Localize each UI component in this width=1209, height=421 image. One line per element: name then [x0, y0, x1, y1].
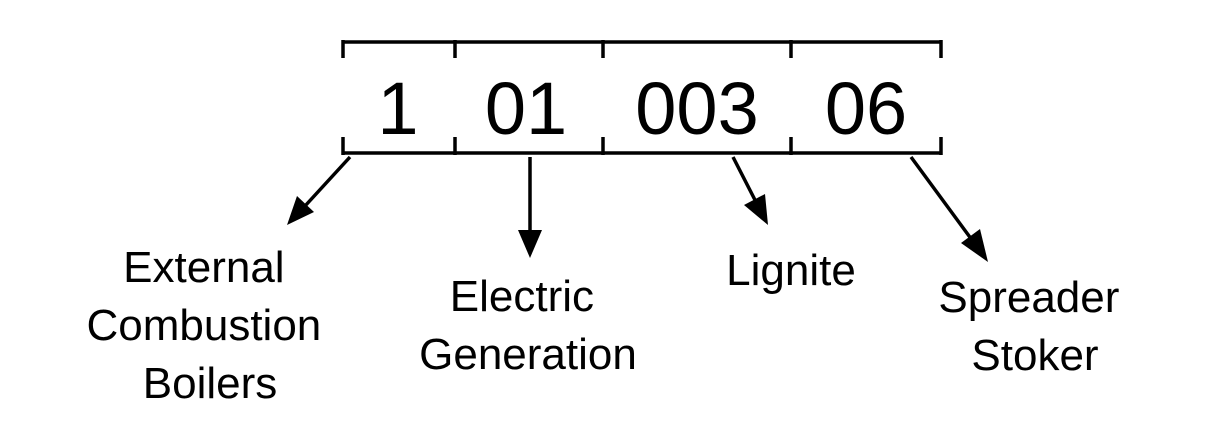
- arrow-segment-1: [303, 155, 352, 208]
- label-segment-4-line-2: Stoker: [971, 331, 1098, 380]
- arrowhead-segment-4: [961, 229, 988, 262]
- label-segment-1-line-3: Boilers: [143, 359, 278, 408]
- bottom-bracket: [341, 137, 943, 155]
- code-segment-4: 06: [825, 67, 907, 150]
- label-segment-1-line-1: External: [123, 243, 284, 292]
- label-segment-1-line-2: Combustion: [86, 301, 321, 350]
- label-segment-4: Spreader Stoker: [938, 273, 1131, 380]
- label-segment-4-line-1: Spreader: [938, 273, 1119, 322]
- arrow-segment-4: [909, 155, 974, 242]
- label-segment-3-line-1: Lignite: [726, 246, 856, 295]
- code-segment-2: 01: [485, 67, 567, 150]
- label-segment-2-line-2: Generation: [419, 330, 637, 379]
- label-segment-2: Electric Generation: [419, 272, 637, 379]
- code-segment-3: 003: [635, 67, 758, 150]
- arrows: [287, 155, 988, 262]
- code-segment-1: 1: [377, 67, 418, 150]
- label-segment-2-line-1: Electric: [450, 272, 594, 321]
- arrowhead-segment-3: [744, 194, 768, 225]
- top-bracket: [341, 40, 943, 58]
- arrow-segment-3: [731, 156, 757, 201]
- label-segment-3: Lignite: [726, 246, 856, 295]
- arrowhead-segment-1: [287, 196, 314, 225]
- arrowhead-segment-2: [518, 230, 542, 258]
- label-segment-1: External Combustion Boilers: [86, 243, 333, 408]
